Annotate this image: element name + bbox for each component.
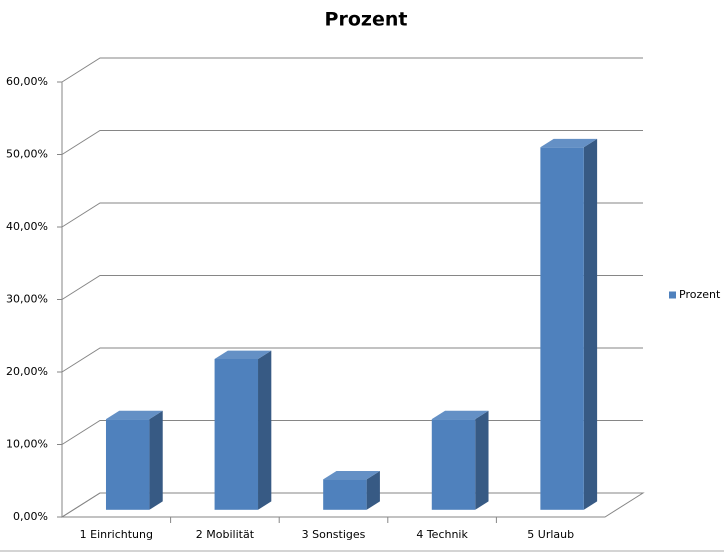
y-tick-label: 20,00%: [6, 365, 48, 378]
bar-top: [431, 410, 489, 420]
bar-side: [149, 410, 163, 510]
x-tick-label: 5 Urlaub: [527, 528, 574, 541]
grid-line: [61, 57, 643, 83]
y-tick-label: 50,00%: [6, 148, 48, 161]
bar-side: [258, 350, 272, 510]
bar: [540, 147, 584, 510]
y-tick-label: 10,00%: [6, 438, 48, 451]
bar: [431, 419, 476, 510]
bar-top: [214, 350, 272, 359]
y-tick-label: 60,00%: [6, 75, 48, 88]
bar: [323, 479, 367, 510]
grid-line: [61, 275, 643, 300]
grid-line: [61, 347, 643, 373]
x-tick-label: 2 Mobilität: [196, 528, 255, 541]
y-tick-label: 30,00%: [6, 293, 48, 306]
legend-label: Prozent: [679, 288, 721, 301]
bar: [105, 419, 150, 510]
x-tick-label: 3 Sonstiges: [302, 528, 366, 541]
bar-top: [323, 470, 380, 480]
grid-line: [61, 130, 643, 155]
bar-side: [366, 470, 380, 510]
bar-top: [540, 138, 598, 148]
bar-top: [105, 410, 163, 420]
bar: [214, 359, 259, 510]
bar-side: [475, 410, 489, 510]
x-tick-label: 4 Technik: [416, 528, 468, 541]
grid-line: [61, 202, 643, 228]
x-tick-label: 1 Einrichtung: [80, 528, 153, 541]
chart-title: Prozent: [325, 9, 408, 31]
y-tick-label: 40,00%: [6, 220, 48, 233]
legend-swatch: [669, 291, 676, 299]
y-tick-label: 0,00%: [13, 510, 48, 523]
bar-side: [583, 138, 598, 510]
